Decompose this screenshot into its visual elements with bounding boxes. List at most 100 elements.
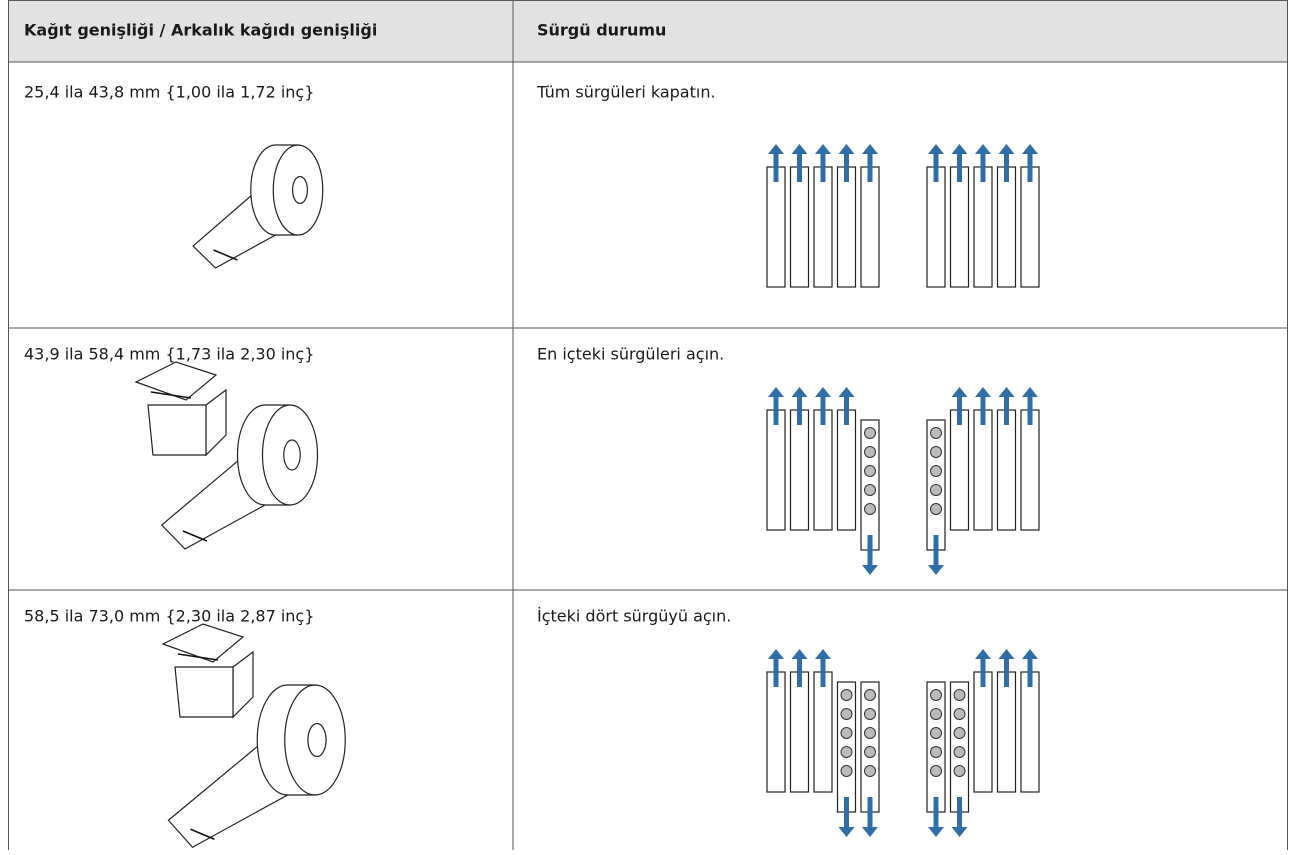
slider-dot [840,708,853,720]
arrow-head [838,827,855,837]
slider-dot [840,746,853,758]
slider-dot [864,465,876,477]
box-front [174,666,234,718]
slider [973,166,993,288]
header-cell: Sürgü durumu [537,21,666,40]
arrow-head [951,387,968,397]
slider-dot [953,765,966,777]
arrow-head [951,827,968,837]
slider-dot [953,727,966,739]
arrow-head [1022,144,1038,154]
arrow-head [768,144,784,154]
arrow-head [998,387,1015,397]
slider-dot [953,689,966,701]
slider-dot [864,446,876,458]
slider [1020,409,1040,531]
slider-dot [864,727,876,739]
width-arrow [213,249,238,261]
slider-dot [930,465,942,477]
arrow-head [862,565,878,575]
slider [813,409,833,531]
slider [996,409,1017,531]
slider [836,409,857,531]
slider [973,671,993,793]
slider-dot [930,689,942,701]
slider-dot [930,727,942,739]
slider-dot [930,427,942,439]
slider [1020,166,1040,288]
slider [996,166,1017,288]
slider-dot [840,689,853,701]
slider [766,409,786,531]
slider [766,671,786,793]
arrow-head [1022,649,1038,659]
arrow-head [768,387,784,397]
slider [973,409,993,531]
slider-dot [840,727,853,739]
instruction-cell: En içteki sürgüleri açın. [537,345,724,364]
arrow-head [951,144,968,154]
slider [789,671,810,793]
slider-dot [864,503,876,515]
arrow-head [815,144,831,154]
slider-dot [930,708,942,720]
slider-dot [864,484,876,496]
header-background [8,0,1288,62]
instruction-cell: İçteki dört sürgüyü açın. [537,607,731,626]
box-side [232,650,254,719]
header-cell: Kağıt genişliği / Arkalık kağıdı genişli… [24,21,377,40]
arrow-head [928,144,944,154]
arrow-head [838,387,855,397]
slider-dot [864,708,876,720]
width-arrow [190,828,215,840]
slider-dot [953,708,966,720]
slider [813,671,833,793]
slider-dot [864,689,876,701]
arrow-head [998,144,1015,154]
arrow-head [768,649,784,659]
width-arrow [182,530,208,542]
width-cell: 58,5 ila 73,0 mm {2,30 ila 2,87 inç} [24,607,314,626]
arrow-head [975,649,991,659]
arrow-head [838,144,855,154]
slider-dot [864,427,876,439]
slider-dot [930,746,942,758]
arrow-head [791,387,808,397]
box-front [147,404,207,456]
box-side [205,388,227,457]
slider [926,166,946,288]
slider-dot [864,746,876,758]
slider [996,671,1017,793]
slider-dot [930,446,942,458]
slider [813,166,833,288]
arrow-head [928,565,944,575]
arrow-head [998,649,1015,659]
roll-core [283,439,301,471]
slider-dot [930,484,942,496]
slider [949,166,970,288]
width-arrow [177,653,219,661]
slider-dot [953,746,966,758]
arrow-head [975,144,991,154]
box-flap [134,361,218,401]
slider-dot [930,503,942,515]
arrow-head [862,144,878,154]
slider [789,166,810,288]
slider-dot [930,765,942,777]
arrow-head [815,649,831,659]
box-flap [161,623,245,663]
instruction-cell: Tüm sürgüleri kapatın. [536,83,716,102]
arrow-head [791,144,808,154]
slider [1020,671,1040,793]
slider [789,409,810,531]
width-arrow [150,391,192,399]
slider [836,166,857,288]
arrow-head [862,827,878,837]
arrow-head [975,387,991,397]
slider [949,409,970,531]
arrow-head [1022,387,1038,397]
slider [766,166,786,288]
arrow-head [928,827,944,837]
width-cell: 43,9 ila 58,4 mm {1,73 ila 2,30 inç} [24,345,314,364]
